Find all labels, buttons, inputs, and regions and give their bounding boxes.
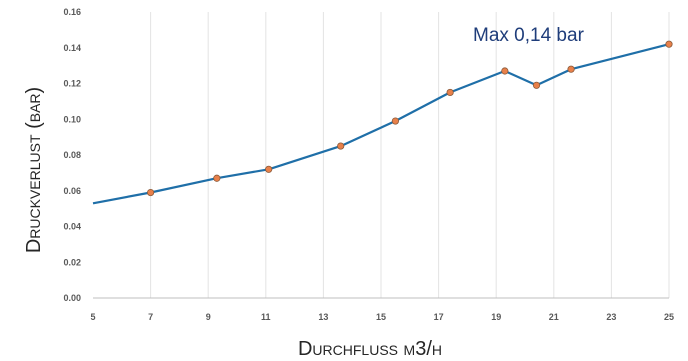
data-point — [391, 117, 399, 125]
y-tick-label: 0.14 — [63, 43, 81, 53]
y-tick-label: 0.12 — [63, 79, 81, 89]
x-tick-labels: 5 7 9 11 13 15 17 19 21 23 25 — [90, 312, 674, 322]
y-tick-label: 0.00 — [63, 293, 81, 303]
y-tick-label: 0.04 — [63, 222, 81, 232]
x-tick-label: 23 — [606, 312, 616, 322]
x-tick-label: 7 — [148, 312, 153, 322]
data-point — [213, 174, 221, 182]
data-point — [501, 67, 509, 75]
data-point — [147, 188, 155, 197]
y-axis-title: Druckverlust (bar) — [23, 87, 45, 253]
data-series — [92, 40, 673, 205]
y-tick-label: 0.08 — [63, 150, 81, 160]
x-tick-label: 13 — [318, 312, 328, 322]
x-tick-label: 17 — [434, 312, 444, 322]
x-tick-label: 15 — [376, 312, 386, 322]
y-tick-label: 0.16 — [63, 7, 81, 17]
x-tick-label: 9 — [206, 312, 211, 322]
data-point — [532, 81, 541, 89]
y-tick-label: 0.02 — [63, 257, 81, 267]
data-point — [446, 88, 454, 97]
data-point — [265, 165, 273, 173]
x-tick-label: 25 — [664, 312, 674, 322]
x-tick-label: 5 — [90, 312, 95, 322]
max-annotation: Max 0,14 bar — [473, 25, 585, 46]
data-point — [567, 65, 575, 73]
data-point — [665, 40, 673, 48]
data-point — [337, 142, 345, 150]
y-tick-label: 0.10 — [63, 114, 81, 124]
y-tick-labels: 0.00 0.02 0.04 0.06 0.08 0.10 0.12 0.14 0.16 — [63, 7, 81, 303]
x-axis-title: Durchfluss m3/h — [298, 338, 442, 360]
grid — [150, 12, 670, 298]
x-tick-label: 11 — [261, 312, 271, 322]
x-tick-label: 19 — [491, 312, 501, 322]
x-tick-label: 21 — [549, 312, 559, 322]
y-tick-label: 0.06 — [63, 186, 81, 196]
